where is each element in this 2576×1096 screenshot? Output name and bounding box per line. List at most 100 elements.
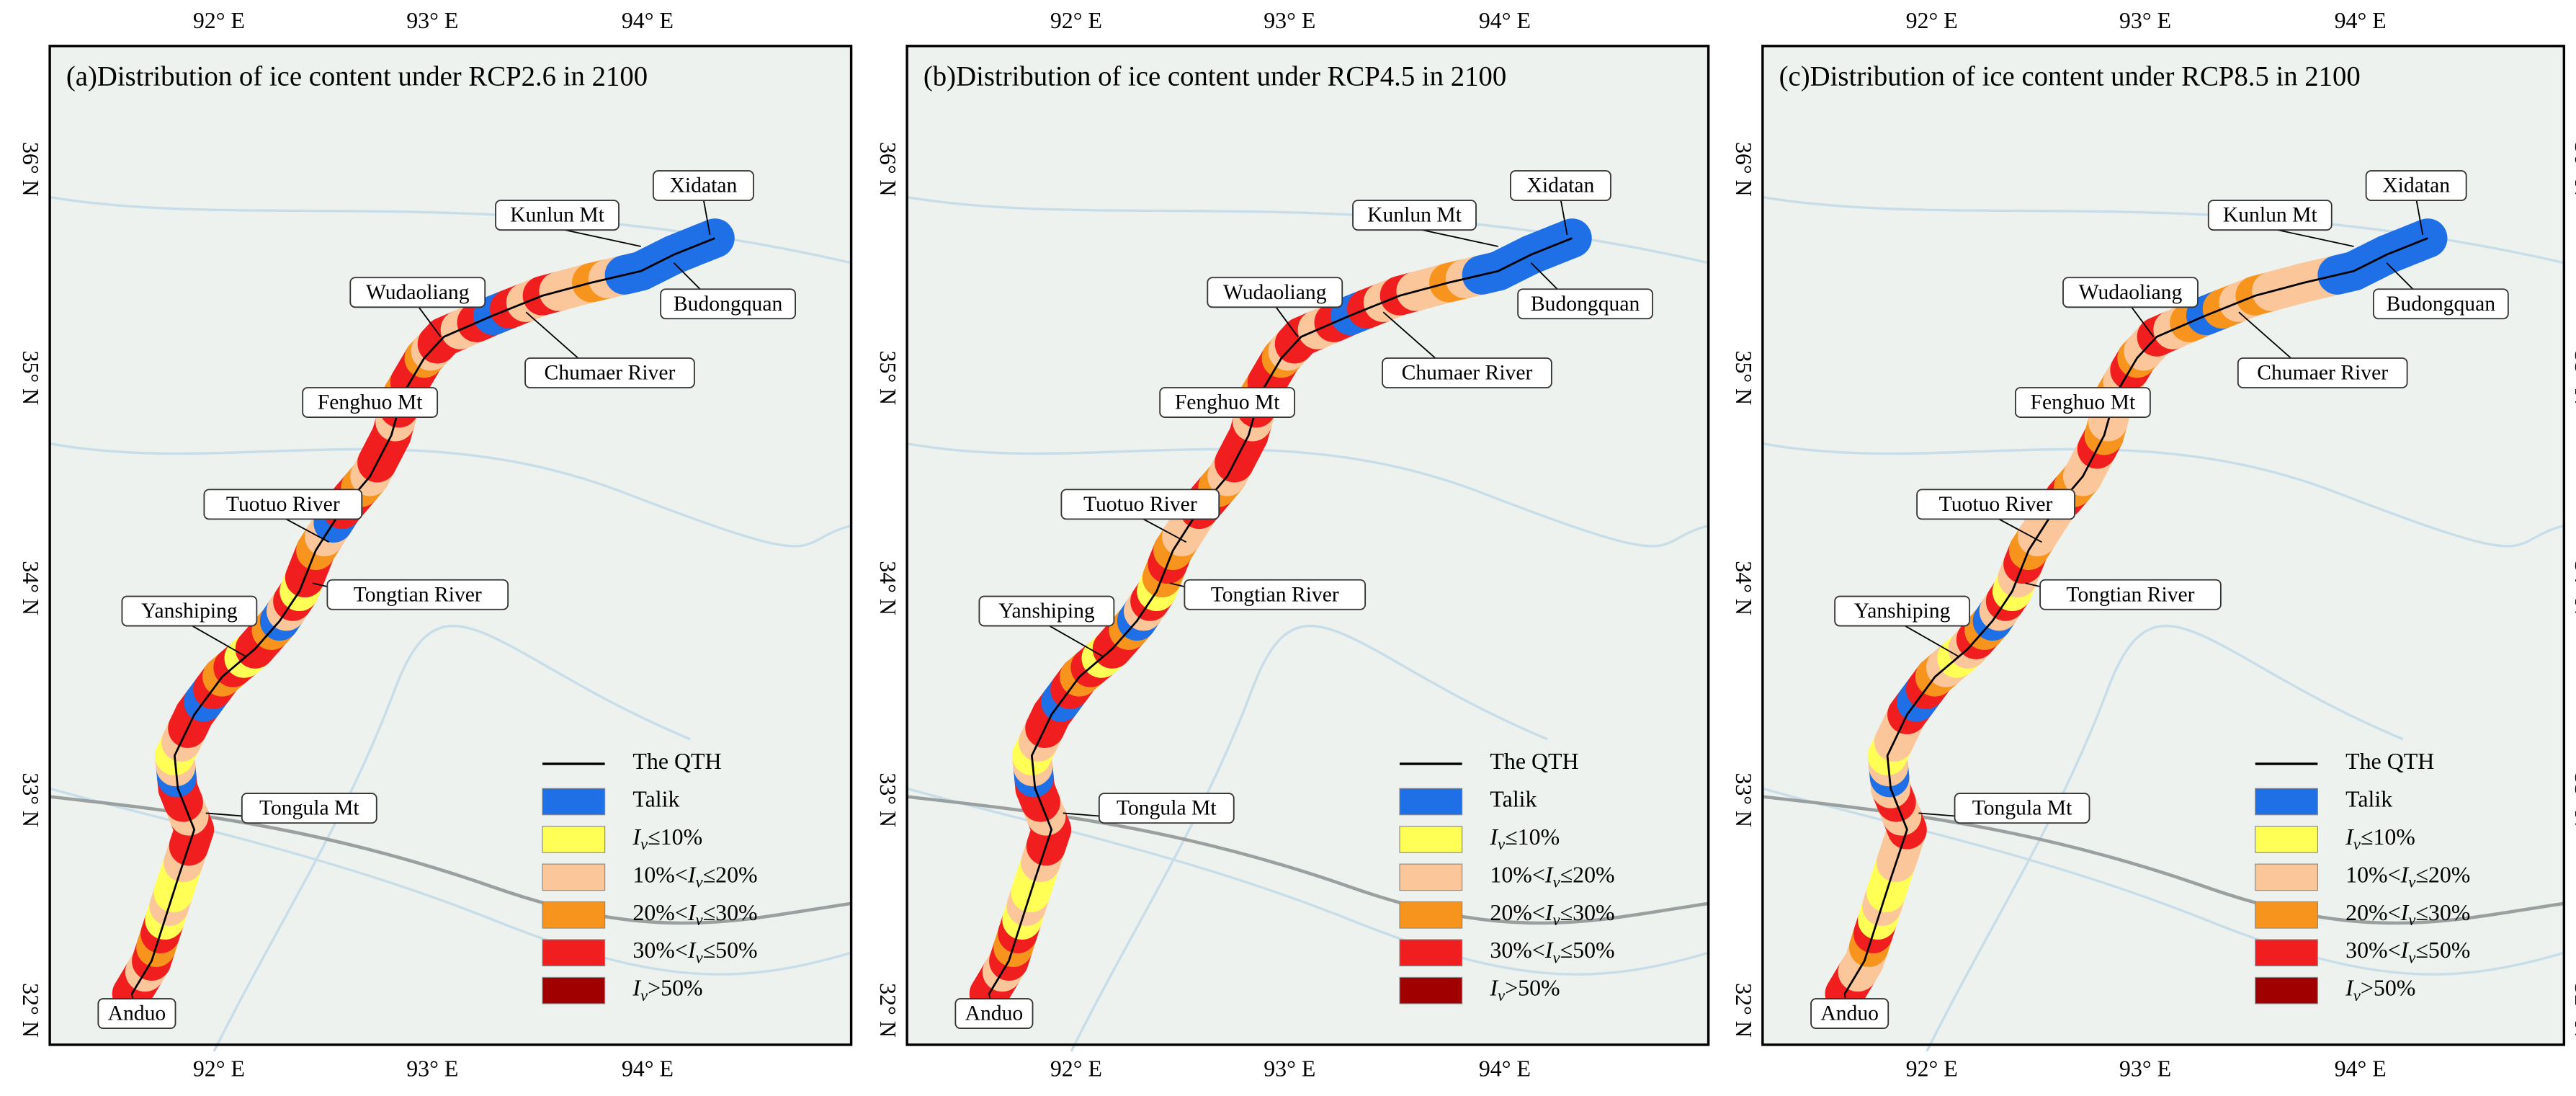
place-label: Wudaoliang [2079, 281, 2183, 304]
place-label: Fenghuo Mt [1175, 391, 1280, 414]
legend-label: Iv≤10% [1489, 824, 1560, 853]
legend-text: 20%< [632, 900, 687, 925]
legend-text: ≤30% [703, 900, 758, 925]
y-tick-label: 36° N [875, 142, 900, 197]
legend-text: v [696, 949, 704, 967]
place-label: Fenghuo Mt [2031, 391, 2136, 414]
x-tick-label: 92° E [1050, 8, 1102, 33]
legend-text: I [687, 938, 697, 963]
legend-label: Talik [1490, 787, 1537, 812]
callout-line [702, 198, 711, 236]
callout-box [2207, 200, 2333, 231]
legend-label: 10%<Iv≤20% [632, 863, 757, 891]
river [906, 787, 1709, 976]
road [1843, 237, 2428, 994]
legend-text: ≤20% [2415, 863, 2470, 888]
callout-box [121, 595, 258, 627]
legend-swatch [2255, 826, 2318, 853]
place-label: Kunlun Mt [1367, 204, 1462, 227]
legend-label: 20%<Iv≤30% [632, 900, 757, 929]
x-tick-label: 92° E [1906, 1056, 1958, 1082]
y-tick-label: 34° N [2570, 561, 2576, 615]
legend-label: 20%<Iv≤30% [1490, 900, 1614, 929]
x-tick-label: 94° E [2335, 8, 2387, 33]
place-label: Xidatan [670, 174, 738, 197]
legend-text: ≤50% [703, 938, 758, 963]
legend-swatch [1399, 901, 1463, 929]
y-tick-label: 32° N [875, 983, 900, 1038]
y-tick-label: 36° N [2570, 142, 2576, 197]
y-tick-label: 34° N [18, 561, 43, 615]
x-tick-label: 93° E [406, 8, 458, 33]
legend-swatch [2255, 863, 2318, 891]
callout-box [2237, 357, 2408, 388]
y-tick-label: 36° N [1731, 142, 1756, 197]
legend-text: 20%< [1490, 900, 1544, 925]
callout-box [2372, 288, 2509, 320]
legend-text: ≤20% [703, 863, 758, 888]
x-tick-label: 93° E [1264, 8, 1315, 33]
callout-line [1274, 305, 1299, 337]
legend-text: v [2408, 911, 2416, 929]
legend-swatch [1399, 976, 1463, 1004]
callout-box [524, 357, 695, 388]
callout-line [1140, 517, 1187, 543]
callout-line [1902, 623, 1960, 658]
legend-text: I [1489, 824, 1498, 850]
legend-label: 20%<Iv≤30% [2345, 900, 2470, 929]
callout-line [2415, 198, 2424, 236]
legend-text: I [1544, 863, 1554, 888]
legend-text: ≤20% [1560, 863, 1615, 888]
river [1762, 787, 2564, 976]
y-tick-label: 35° N [1731, 350, 1756, 405]
legend-text: I [2345, 976, 2354, 1001]
legend-text: 10%< [632, 863, 687, 888]
river [1926, 624, 2404, 1052]
legend-label: Iv>50% [632, 976, 702, 1004]
place-label: Chumaer River [2257, 362, 2388, 385]
legend-swatch [2255, 976, 2318, 1004]
callout-box [1834, 595, 1970, 627]
legend-swatch [1399, 863, 1463, 891]
x-tick-label: 92° E [193, 1056, 245, 1082]
place-label: Wudaoliang [1223, 281, 1327, 304]
legend-text: I [1544, 938, 1554, 963]
callout-box [97, 998, 176, 1030]
place-label: Fenghuo Mt [318, 391, 423, 414]
legend-text: v [696, 911, 704, 929]
x-tick-label: 94° E [622, 8, 674, 33]
legend-label: Talik [2345, 787, 2392, 812]
place-label: Tongtian River [354, 583, 482, 606]
place-label: Tongtian River [2066, 583, 2194, 606]
place-label: Tuotuo River [1083, 493, 1197, 516]
place-label: Budongquan [1531, 293, 1640, 316]
legend-swatch [1399, 939, 1463, 967]
legend-label: 10%<Iv≤20% [2345, 863, 2470, 891]
place-label: Kunlun Mt [510, 204, 605, 227]
callout-box [1954, 793, 2090, 824]
callout-line [2270, 227, 2354, 247]
legend-text: The QTH [632, 749, 721, 774]
x-tick-label: 92° E [1050, 1056, 1102, 1082]
legend-swatch [1399, 788, 1463, 816]
callout-line [2129, 305, 2155, 337]
callout-box [1184, 579, 1367, 610]
legend-swatch [542, 863, 606, 891]
place-label: Budongquan [2387, 293, 2496, 316]
legend-text: v [1553, 911, 1561, 929]
river [213, 624, 691, 1052]
x-tick-label: 92° E [1906, 8, 1958, 33]
river [906, 442, 1709, 548]
legend-text: 10%< [2345, 863, 2400, 888]
legend-text: I [1544, 900, 1554, 925]
legend-text: I [687, 900, 697, 925]
place-label: Tuotuo River [226, 493, 340, 516]
legend-swatch [542, 788, 606, 816]
callout-line [1414, 227, 1498, 247]
road [988, 237, 1573, 994]
y-tick-label: 32° N [18, 983, 43, 1038]
legend-text: ≤10% [2361, 824, 2415, 850]
legend-text: I [2400, 938, 2410, 963]
place-label: Tongula Mt [259, 797, 359, 820]
legend-text: The QTH [2345, 749, 2434, 774]
